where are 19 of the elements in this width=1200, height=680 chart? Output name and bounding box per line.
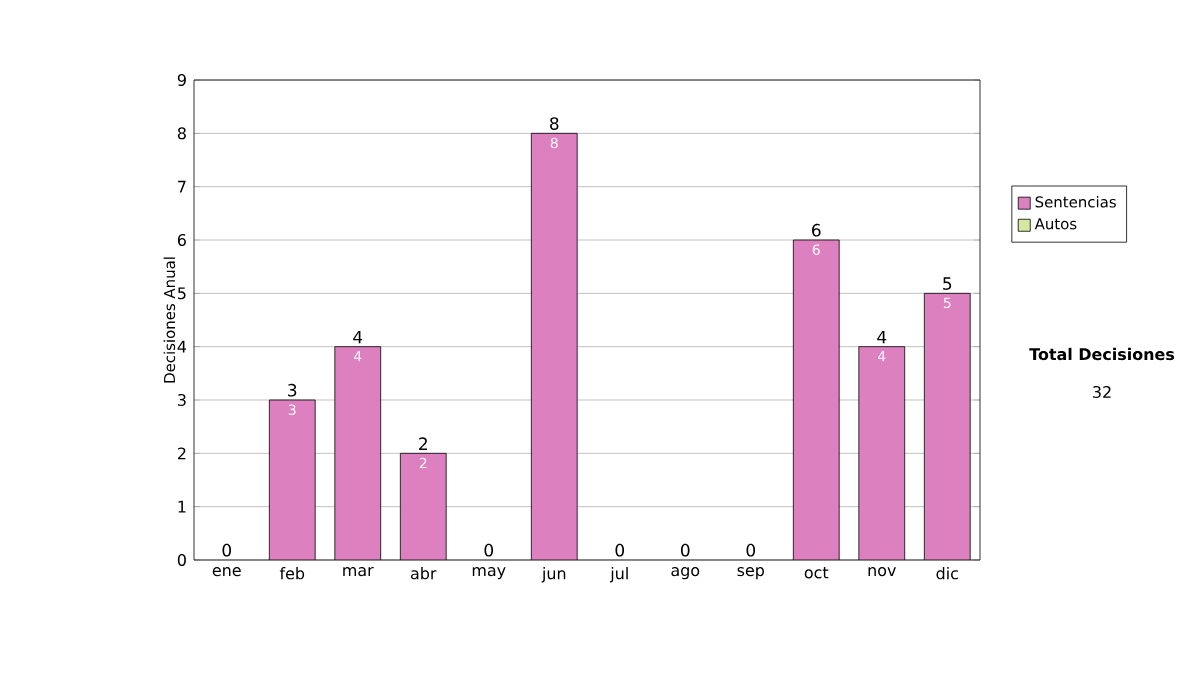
total-label: 0 (615, 543, 625, 557)
total-label: 2 (419, 437, 427, 450)
bar (399, 452, 447, 560)
total-label: 0 (484, 543, 494, 557)
total-label: 4 (877, 330, 887, 344)
bar (334, 346, 382, 560)
total-label: 0 (746, 543, 756, 557)
total-label: 8 (550, 117, 559, 130)
total-label: 4 (353, 330, 363, 344)
bar (923, 292, 971, 560)
total-label: 6 (812, 223, 821, 237)
total-label: 0 (222, 543, 232, 557)
bar (530, 132, 578, 560)
total-label: 3 (288, 383, 297, 397)
bar (792, 239, 840, 560)
total-label: 0 (680, 543, 690, 557)
bar (268, 399, 316, 560)
bar (858, 346, 906, 560)
total-label: 5 (943, 277, 952, 290)
